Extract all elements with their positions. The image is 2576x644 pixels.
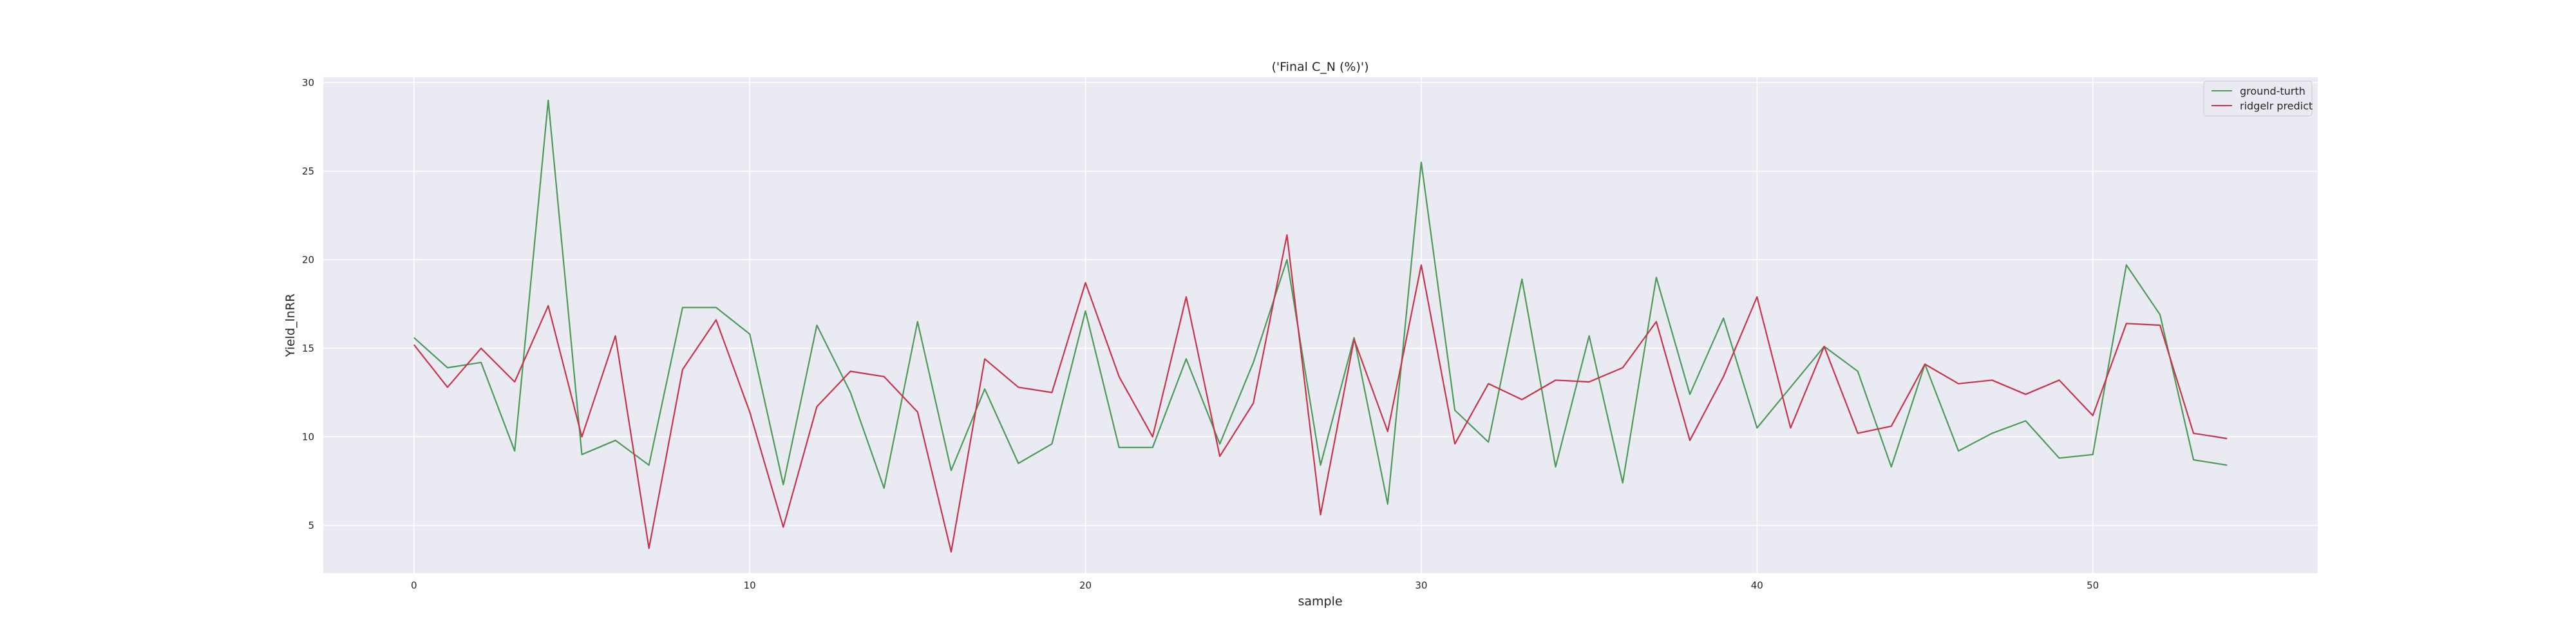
tick-labels: 0 10 20 30 40 50 5 10 15 20 25 30 <box>302 77 2099 591</box>
plot-area <box>323 77 2318 573</box>
legend-label-ridgelr-predict: ridgelr predict <box>2240 100 2313 112</box>
x-tick-label: 50 <box>2087 580 2099 591</box>
grid-lines <box>323 77 2318 573</box>
chart-title: ('Final C_N (%)') <box>1272 60 1369 74</box>
y-axis-label: Yield_lnRR <box>283 294 298 357</box>
x-tick-label: 0 <box>411 580 417 591</box>
x-tick-label: 40 <box>1751 580 1763 591</box>
series-line-ridgelr-predict <box>413 234 2228 553</box>
x-tick-label: 10 <box>744 580 756 591</box>
legend-label-ground-turth: ground-turth <box>2240 85 2306 97</box>
series-lines <box>413 99 2228 553</box>
x-axis-label: sample <box>1298 594 1342 609</box>
y-tick-label: 5 <box>308 520 314 531</box>
y-tick-label: 15 <box>302 343 314 354</box>
y-tick-label: 20 <box>302 254 314 265</box>
y-tick-label: 30 <box>302 77 314 88</box>
x-tick-label: 20 <box>1079 580 1092 591</box>
y-tick-label: 10 <box>302 431 314 442</box>
legend: ground-turth ridgelr predict <box>2203 80 2313 117</box>
x-tick-label: 30 <box>1415 580 1427 591</box>
y-tick-label: 25 <box>302 166 314 177</box>
legend-box <box>2203 80 2313 117</box>
